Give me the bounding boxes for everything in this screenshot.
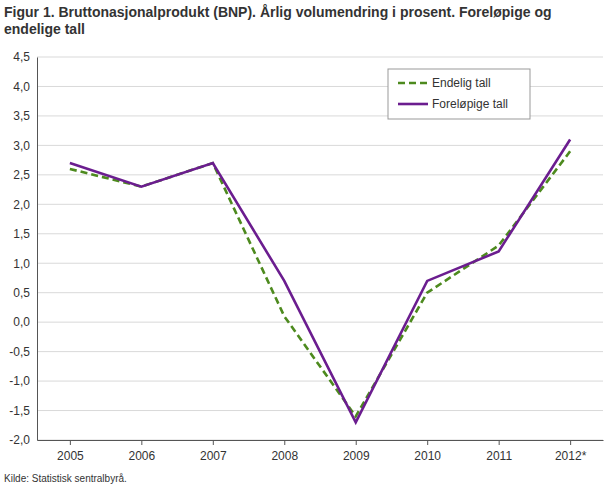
axis-line: [38, 440, 604, 441]
legend-swatch: [398, 103, 428, 106]
tick-label: -1,0: [9, 374, 30, 388]
tick-label: -1,5: [9, 404, 30, 418]
tick-label: 2007: [200, 449, 227, 463]
tick-label: 2009: [343, 449, 370, 463]
grid-line: [37, 204, 603, 205]
tick: 2011: [486, 440, 512, 463]
tick: -2,0: [9, 433, 37, 447]
tick-label: 2010: [414, 449, 441, 463]
tick-label: -2,0: [9, 433, 30, 447]
tick-label: 4,0: [13, 80, 30, 94]
tick: 3,5: [13, 109, 37, 123]
tick-label: 2011: [486, 449, 512, 463]
tick-mark: [570, 440, 571, 445]
grid-line: [37, 292, 603, 293]
tick-label: 1,0: [13, 257, 30, 271]
grid: [37, 57, 603, 440]
tick: 2012*: [555, 440, 587, 463]
grid-line: [37, 410, 603, 411]
grid-line: [37, 174, 603, 175]
tick-label: 2005: [57, 449, 84, 463]
tick-label: 2,0: [13, 198, 30, 212]
tick: -1,0: [9, 374, 37, 388]
tick: 1,5: [13, 227, 37, 241]
legend-label: Endelig tall: [432, 76, 491, 90]
tick-mark: [499, 440, 500, 445]
chart: Figur 1. Bruttonasjonalprodukt (BNP). År…: [0, 0, 610, 488]
tick: 2008: [271, 440, 298, 463]
tick: 2007: [200, 440, 227, 463]
series-line: [70, 151, 570, 416]
x-axis: 2005 2006 2007 2008 2009 2010 2011 2012*: [38, 440, 604, 463]
tick-mark: [141, 440, 142, 445]
tick: -0,5: [9, 345, 37, 359]
tick-mark: [356, 440, 357, 445]
plot-area: [70, 139, 570, 422]
tick: -1,5: [9, 404, 37, 418]
tick: 4,0: [13, 80, 37, 94]
legend-box: [388, 69, 530, 119]
tick-label: 2012*: [555, 449, 587, 463]
tick: 0,0: [13, 315, 37, 329]
series-line: [70, 139, 570, 422]
tick: 4,5: [13, 50, 37, 64]
tick-label: 3,0: [13, 139, 30, 153]
legend-swatch: [398, 82, 428, 85]
tick-mark: [213, 440, 214, 445]
tick: 2005: [57, 440, 84, 463]
tick-label: 2,5: [13, 168, 30, 182]
tick-label: -0,5: [9, 345, 30, 359]
tick: 2,5: [13, 168, 37, 182]
tick: 2,0: [13, 198, 37, 212]
grid-line: [37, 381, 603, 382]
tick-mark: [70, 440, 71, 445]
tick-label: 2008: [271, 449, 298, 463]
y-axis: -2,0 -1,5 -1,0 -0,5 0,0 0,5 1,0 1,5 2,0 2,5 3,0 3,5…: [9, 50, 37, 447]
grid-line: [37, 322, 603, 323]
grid-line: [37, 263, 603, 264]
title: Figur 1. Bruttonasjonalprodukt (BNP). År…: [4, 4, 555, 37]
tick-label: 4,5: [13, 50, 30, 64]
grid-line: [37, 233, 603, 234]
tick-label: 0,5: [13, 286, 30, 300]
tick-label: 0,0: [13, 315, 30, 329]
tick-label: 3,5: [13, 109, 30, 123]
tick-label: 1,5: [13, 227, 30, 241]
source: Kilde: Statistisk sentralbyrå.: [4, 473, 127, 484]
tick: 3,0: [13, 139, 37, 153]
legend-label: Foreløpige tall: [432, 97, 508, 111]
tick: 2010: [414, 440, 441, 463]
tick: 2006: [128, 440, 155, 463]
tick: 2009: [343, 440, 370, 463]
tick-mark: [284, 440, 285, 445]
tick: 0,5: [13, 286, 37, 300]
tick-mark: [427, 440, 428, 445]
grid-line: [37, 145, 603, 146]
tick-label: 2006: [128, 449, 155, 463]
grid-line: [37, 440, 603, 441]
axis-line: [37, 58, 38, 441]
grid-line: [37, 57, 603, 58]
legend: Endelig tall Foreløpige tall: [388, 69, 530, 119]
tick: 1,0: [13, 257, 37, 271]
